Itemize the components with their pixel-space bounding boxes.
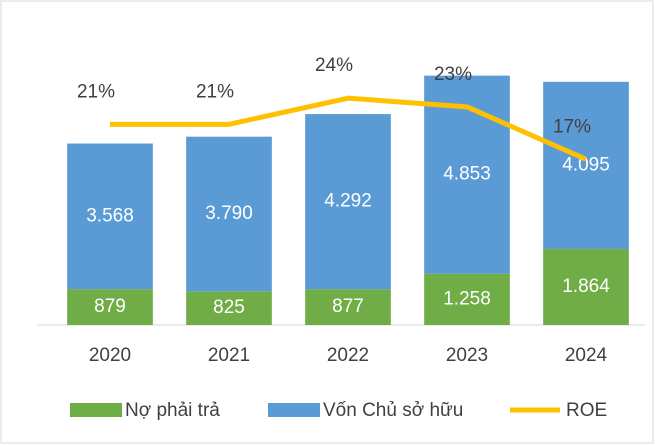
bar-segment <box>186 136 272 292</box>
x-tick-label: 2024 <box>565 345 608 366</box>
data-label: 21% <box>77 81 115 102</box>
line-series <box>110 95 588 162</box>
x-tick-label: 2023 <box>446 345 488 366</box>
bar-segment <box>543 81 629 249</box>
bar-segment <box>67 143 153 290</box>
legend-label: Vốn Chủ sở hữu <box>323 400 463 421</box>
bar-segment <box>305 289 391 325</box>
bar-segment <box>305 114 391 290</box>
bar-segment <box>67 289 153 325</box>
legend-swatch <box>268 403 320 417</box>
legend-swatch <box>70 403 122 417</box>
data-label: 825 <box>213 297 245 318</box>
data-label: 4.095 <box>562 154 610 175</box>
data-label: 4.853 <box>443 164 491 185</box>
bar-segment <box>186 291 272 325</box>
data-label: 1.258 <box>443 288 491 309</box>
data-label: 24% <box>315 55 353 76</box>
data-label: 23% <box>434 64 472 85</box>
bar-segment <box>424 273 510 325</box>
bar-segment <box>543 248 629 325</box>
data-label: 21% <box>196 81 234 102</box>
data-label: 877 <box>332 296 364 317</box>
x-tick-label: 2022 <box>327 345 369 366</box>
data-label: 3.568 <box>86 205 134 226</box>
data-label: 879 <box>94 296 126 317</box>
data-label: 1.864 <box>562 276 610 297</box>
x-tick-label: 2021 <box>208 345 250 366</box>
legend-label: ROE <box>566 400 607 421</box>
data-label: 4.292 <box>324 191 372 212</box>
data-label: 17% <box>553 116 591 137</box>
data-label: 3.790 <box>205 203 253 224</box>
legend-label: Nợ phải trả <box>125 400 220 421</box>
x-tick-label: 2020 <box>89 345 131 366</box>
